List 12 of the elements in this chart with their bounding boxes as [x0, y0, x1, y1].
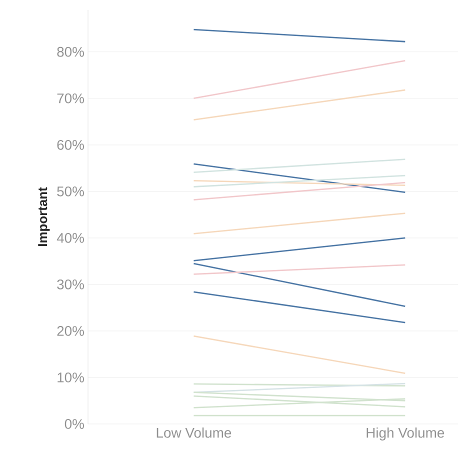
y-tick-label: 0%: [64, 419, 84, 429]
y-axis-title: Important: [38, 187, 50, 246]
x-tick-label: Low Volume: [156, 428, 232, 438]
y-tick-label: 30%: [57, 279, 84, 290]
y-tick-label: 70%: [57, 93, 84, 104]
y-tick-label: 50%: [57, 186, 84, 196]
x-tick-label: High Volume: [366, 428, 444, 440]
y-tick-label: 60%: [57, 140, 84, 150]
y-tick-label: 20%: [57, 326, 84, 336]
y-tick-label: 80%: [57, 46, 84, 57]
y-tick-label: 10%: [58, 372, 84, 382]
y-tick-label: 40%: [56, 232, 84, 243]
